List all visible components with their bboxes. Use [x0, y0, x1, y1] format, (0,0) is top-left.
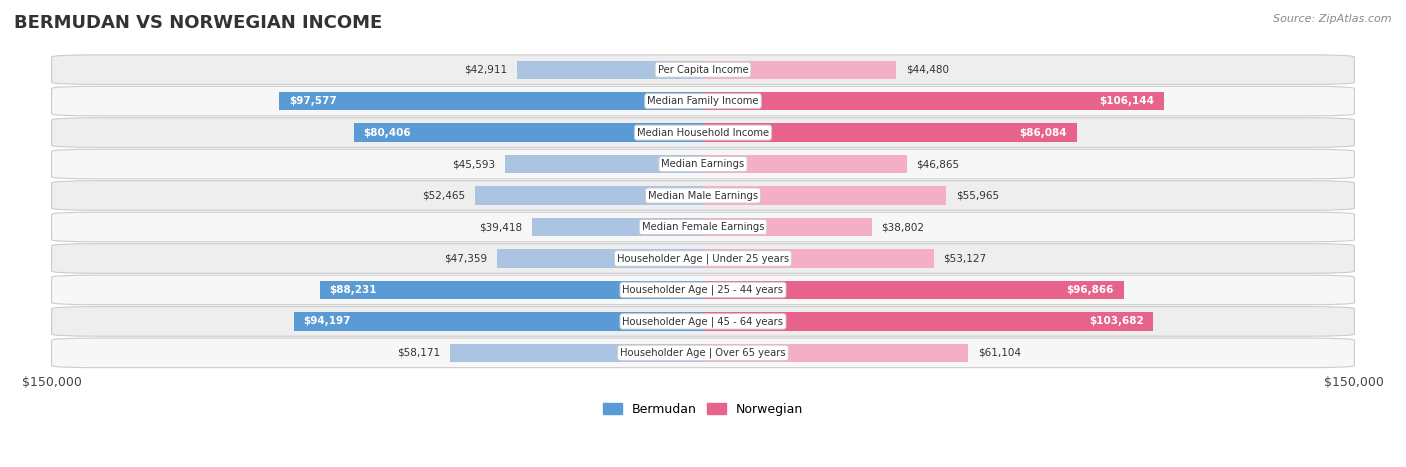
Text: $53,127: $53,127	[943, 254, 987, 263]
FancyBboxPatch shape	[52, 307, 1354, 336]
Bar	[703, 218, 872, 236]
Bar	[475, 186, 703, 205]
Text: $47,359: $47,359	[444, 254, 488, 263]
Bar	[450, 344, 703, 362]
FancyBboxPatch shape	[52, 244, 1354, 273]
Text: Householder Age | Under 25 years: Householder Age | Under 25 years	[617, 253, 789, 264]
Text: Median Family Income: Median Family Income	[647, 96, 759, 106]
Bar	[294, 312, 703, 331]
Text: $58,171: $58,171	[398, 348, 440, 358]
Text: $38,802: $38,802	[882, 222, 924, 232]
FancyBboxPatch shape	[52, 181, 1354, 210]
Bar	[319, 281, 703, 299]
Bar	[703, 249, 934, 268]
Text: Median Male Earnings: Median Male Earnings	[648, 191, 758, 200]
Text: $80,406: $80,406	[364, 127, 411, 138]
Text: $52,465: $52,465	[422, 191, 465, 200]
Text: $61,104: $61,104	[979, 348, 1021, 358]
Bar	[505, 155, 703, 173]
Bar	[531, 218, 703, 236]
Text: $86,084: $86,084	[1019, 127, 1067, 138]
FancyBboxPatch shape	[52, 149, 1354, 179]
Text: BERMUDAN VS NORWEGIAN INCOME: BERMUDAN VS NORWEGIAN INCOME	[14, 14, 382, 32]
Text: Per Capita Income: Per Capita Income	[658, 64, 748, 75]
Text: $103,682: $103,682	[1088, 317, 1143, 326]
Bar	[703, 123, 1077, 142]
FancyBboxPatch shape	[52, 338, 1354, 368]
Bar	[703, 155, 907, 173]
Bar	[703, 61, 896, 79]
Bar	[703, 312, 1153, 331]
Text: Source: ZipAtlas.com: Source: ZipAtlas.com	[1274, 14, 1392, 24]
Text: $42,911: $42,911	[464, 64, 508, 75]
FancyBboxPatch shape	[52, 275, 1354, 305]
Text: Householder Age | 45 - 64 years: Householder Age | 45 - 64 years	[623, 316, 783, 326]
Bar	[703, 92, 1164, 110]
Bar	[703, 344, 969, 362]
Text: $94,197: $94,197	[304, 317, 352, 326]
Bar	[516, 61, 703, 79]
Text: $39,418: $39,418	[479, 222, 522, 232]
Legend: Bermudan, Norwegian: Bermudan, Norwegian	[598, 398, 808, 421]
FancyBboxPatch shape	[52, 118, 1354, 148]
Bar	[280, 92, 703, 110]
Text: $97,577: $97,577	[290, 96, 337, 106]
Text: $88,231: $88,231	[329, 285, 377, 295]
Text: Median Household Income: Median Household Income	[637, 127, 769, 138]
FancyBboxPatch shape	[52, 86, 1354, 116]
Text: Householder Age | 25 - 44 years: Householder Age | 25 - 44 years	[623, 285, 783, 295]
Text: Median Earnings: Median Earnings	[661, 159, 745, 169]
Text: $46,865: $46,865	[917, 159, 959, 169]
Text: Median Female Earnings: Median Female Earnings	[641, 222, 765, 232]
FancyBboxPatch shape	[52, 55, 1354, 85]
Bar	[498, 249, 703, 268]
Text: $55,965: $55,965	[956, 191, 998, 200]
Text: $45,593: $45,593	[453, 159, 495, 169]
Text: $106,144: $106,144	[1099, 96, 1154, 106]
Bar	[703, 281, 1123, 299]
Bar	[354, 123, 703, 142]
Bar	[703, 186, 946, 205]
Text: $44,480: $44,480	[905, 64, 949, 75]
FancyBboxPatch shape	[52, 212, 1354, 242]
Text: Householder Age | Over 65 years: Householder Age | Over 65 years	[620, 347, 786, 358]
Text: $96,866: $96,866	[1067, 285, 1114, 295]
